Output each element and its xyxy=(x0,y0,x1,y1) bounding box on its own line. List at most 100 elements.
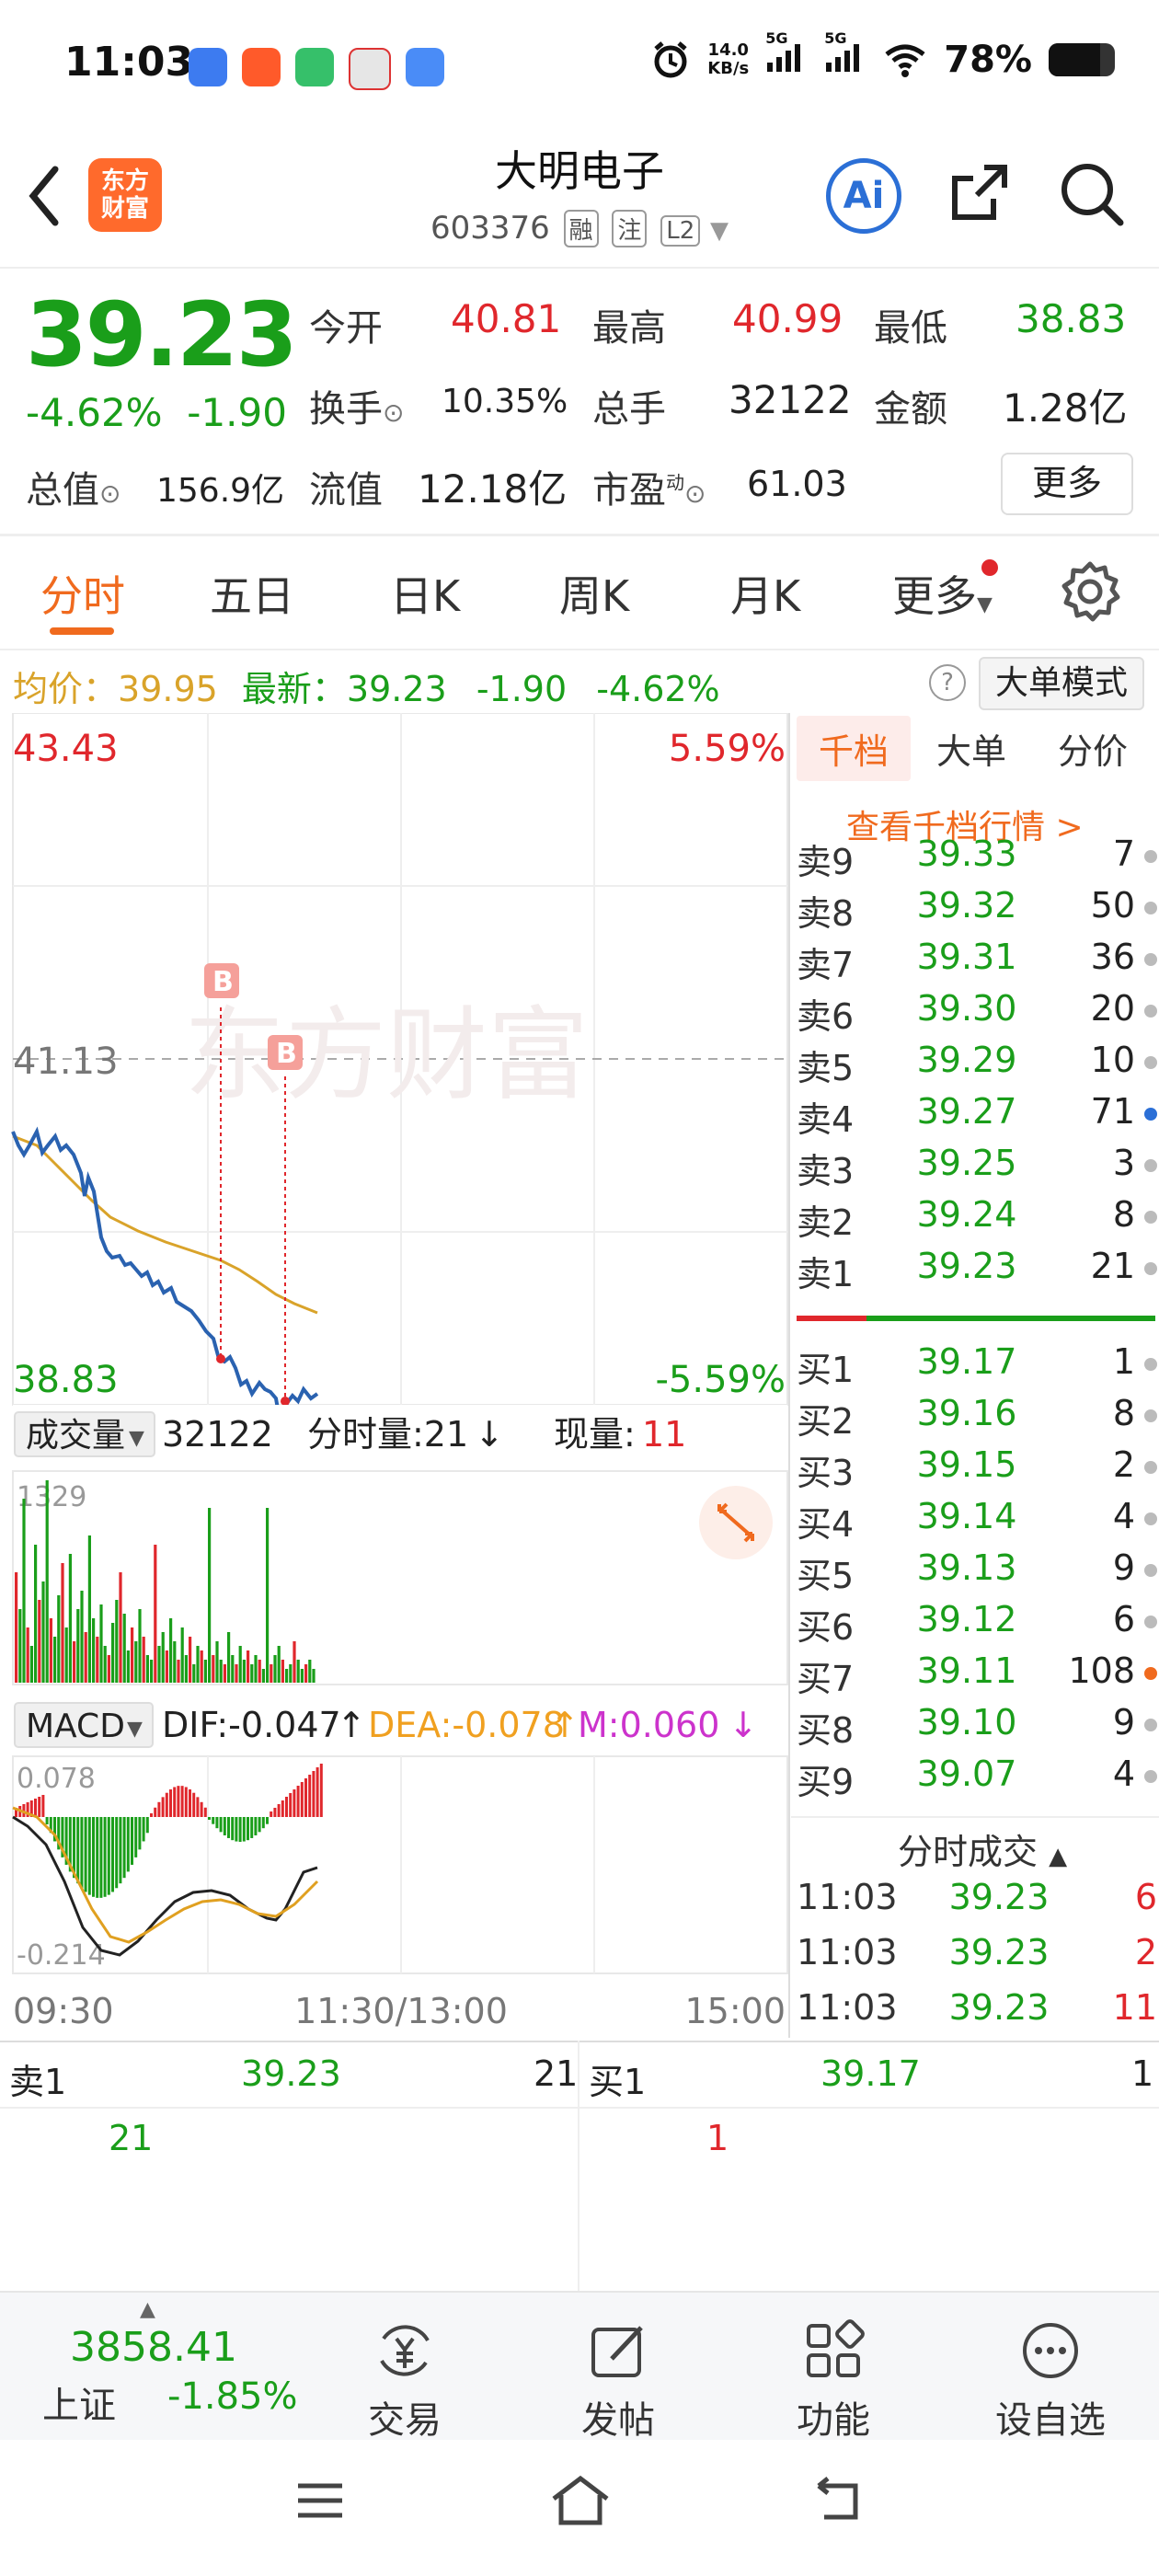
volume-value: 32122 xyxy=(729,377,852,422)
macd-bar xyxy=(250,1817,254,1838)
divider xyxy=(0,649,1159,650)
level-volume: 3 xyxy=(1112,1143,1135,1183)
order-book-row[interactable]: 买5 39.13 9 xyxy=(797,1547,1159,1599)
order-book-row[interactable]: 卖4 39.27 71 xyxy=(797,1091,1159,1143)
macd-bar xyxy=(122,1817,126,1879)
volume-bar xyxy=(184,1655,188,1683)
nav-functions[interactable]: 功能 xyxy=(769,2318,898,2444)
tab-thousand-levels[interactable]: 千档 xyxy=(797,716,912,781)
macd-dif: DIF:-0.047 xyxy=(162,1705,341,1745)
macd-bar xyxy=(169,1789,172,1817)
buy-marker xyxy=(204,963,239,998)
stock-code-row[interactable]: 603376 融 注 L2 ▼ xyxy=(0,210,1159,247)
macd-bar xyxy=(231,1817,235,1841)
order-book-row[interactable]: 买8 39.10 9 xyxy=(797,1702,1159,1754)
index-ticker[interactable]: ▲ 3858.41 上证 -1.85% xyxy=(31,2293,307,2431)
level-dot xyxy=(1144,1667,1157,1680)
nav-trade[interactable]: 交易 xyxy=(340,2318,469,2444)
order-book-row[interactable]: 卖6 39.30 20 xyxy=(797,988,1159,1040)
tab-monthly-k[interactable]: 月K xyxy=(730,571,801,621)
nav-add-watchlist[interactable]: 设自选 xyxy=(986,2318,1115,2444)
order-book-row[interactable]: 买2 39.16 8 xyxy=(797,1393,1159,1444)
signal-bars-icon xyxy=(826,44,860,72)
order-book-row[interactable]: 买9 39.07 4 xyxy=(797,1754,1159,1805)
order-book-row[interactable]: 买7 39.11 108 xyxy=(797,1650,1159,1702)
order-book-row[interactable]: 卖7 39.31 36 xyxy=(797,937,1159,988)
view-thousand-levels-link[interactable]: 查看千档行情 > xyxy=(846,809,1084,846)
order-book-row[interactable]: 卖2 39.24 8 xyxy=(797,1194,1159,1246)
volume-bar xyxy=(254,1655,258,1683)
order-book-row[interactable]: 买3 39.15 2 xyxy=(797,1444,1159,1496)
macd-bar xyxy=(161,1797,165,1817)
order-book-row[interactable]: 买6 39.12 6 xyxy=(797,1599,1159,1650)
big-order-mode-button[interactable]: 大单模式 xyxy=(979,657,1144,710)
level-price: 39.24 xyxy=(916,1194,1017,1235)
macd-bar xyxy=(238,1817,242,1842)
volume-bar xyxy=(26,1627,29,1683)
tab-big-orders[interactable]: 大单 xyxy=(936,731,1007,772)
tab-underline xyxy=(50,627,114,635)
level-volume: 7 xyxy=(1112,834,1135,874)
macd-bar xyxy=(184,1787,188,1817)
level-dot xyxy=(1144,1211,1157,1224)
back-nav-icon[interactable] xyxy=(809,2473,865,2528)
level-price: 39.12 xyxy=(916,1599,1017,1639)
help-icon[interactable]: ? xyxy=(929,664,966,701)
tab-more[interactable]: 更多▼ xyxy=(892,559,998,624)
level-label: 买2 xyxy=(797,1401,855,1442)
settings-gear-icon[interactable] xyxy=(1058,559,1122,624)
avg-price-line-plot xyxy=(12,1134,318,1315)
share-icon[interactable] xyxy=(947,160,1012,224)
volume-bar xyxy=(122,1614,126,1683)
level-volume: 20 xyxy=(1090,988,1135,1029)
level-dot xyxy=(1144,1159,1157,1172)
macd-bar xyxy=(92,1817,95,1897)
volume-bar xyxy=(277,1646,281,1683)
back-button[interactable] xyxy=(26,164,63,243)
order-book-row[interactable]: 买4 39.14 4 xyxy=(797,1496,1159,1547)
volume-bar xyxy=(22,1499,26,1683)
ai-assistant-button[interactable]: Ai xyxy=(826,158,901,234)
level-label: 卖1 xyxy=(797,1254,855,1294)
divider xyxy=(0,2041,1159,2042)
level-price: 39.11 xyxy=(916,1650,1017,1691)
level-label: 卖3 xyxy=(797,1151,855,1191)
tab-daily-k[interactable]: 日K xyxy=(390,571,461,621)
level-price: 39.32 xyxy=(916,885,1017,926)
ticks-title[interactable]: 分时成交 ▲ xyxy=(898,1832,1068,1872)
volume-bar xyxy=(103,1646,107,1683)
order-book-row[interactable]: 卖3 39.25 3 xyxy=(797,1143,1159,1194)
info-icon: ⊙ xyxy=(99,478,121,509)
pe-label: 市盈动⊙ xyxy=(592,469,706,512)
intraday-chart[interactable]: 东方财富 B B 43.43 5.59% 41.13 38.83 -5.59% … xyxy=(0,713,791,2038)
detail-ask-price: 39.23 xyxy=(241,2053,341,2094)
order-book-row[interactable]: 卖5 39.29 10 xyxy=(797,1040,1159,1091)
order-book-row[interactable]: 买1 39.17 1 xyxy=(797,1341,1159,1393)
tab-price-distribution[interactable]: 分价 xyxy=(1058,731,1129,772)
volume-bar xyxy=(242,1660,246,1683)
menu-icon[interactable] xyxy=(293,2473,348,2528)
price-change: -4.62% -1.90 xyxy=(26,390,287,435)
macd-bar xyxy=(26,1802,29,1817)
tab-weekly-k[interactable]: 周K xyxy=(559,571,630,621)
home-icon[interactable] xyxy=(548,2471,613,2530)
level-dot xyxy=(1144,1616,1157,1628)
search-icon[interactable] xyxy=(1058,160,1126,228)
current-volume: 11 xyxy=(642,1414,686,1455)
level-label: 买6 xyxy=(797,1607,855,1648)
tab-five-day[interactable]: 五日 xyxy=(210,571,294,621)
level-price: 39.30 xyxy=(916,988,1017,1029)
order-book-row[interactable]: 卖8 39.32 50 xyxy=(797,885,1159,937)
macd-bar xyxy=(227,1817,230,1838)
macd-bar xyxy=(53,1817,56,1842)
macd-bar xyxy=(145,1817,149,1834)
order-book-row[interactable]: 卖9 39.33 7 xyxy=(797,834,1159,885)
nav-post[interactable]: 发帖 xyxy=(554,2318,683,2444)
volume-bar xyxy=(154,1545,157,1683)
order-book-row[interactable]: 卖1 39.23 21 xyxy=(797,1246,1159,1297)
index-name: 上证 xyxy=(42,2385,116,2427)
level-dot xyxy=(1144,1108,1157,1121)
tab-intraday[interactable]: 分时 xyxy=(40,571,125,621)
status-right: 14.0 KB/s 5G 5G 78% xyxy=(650,29,1115,81)
more-button[interactable]: 更多 xyxy=(1001,453,1133,515)
